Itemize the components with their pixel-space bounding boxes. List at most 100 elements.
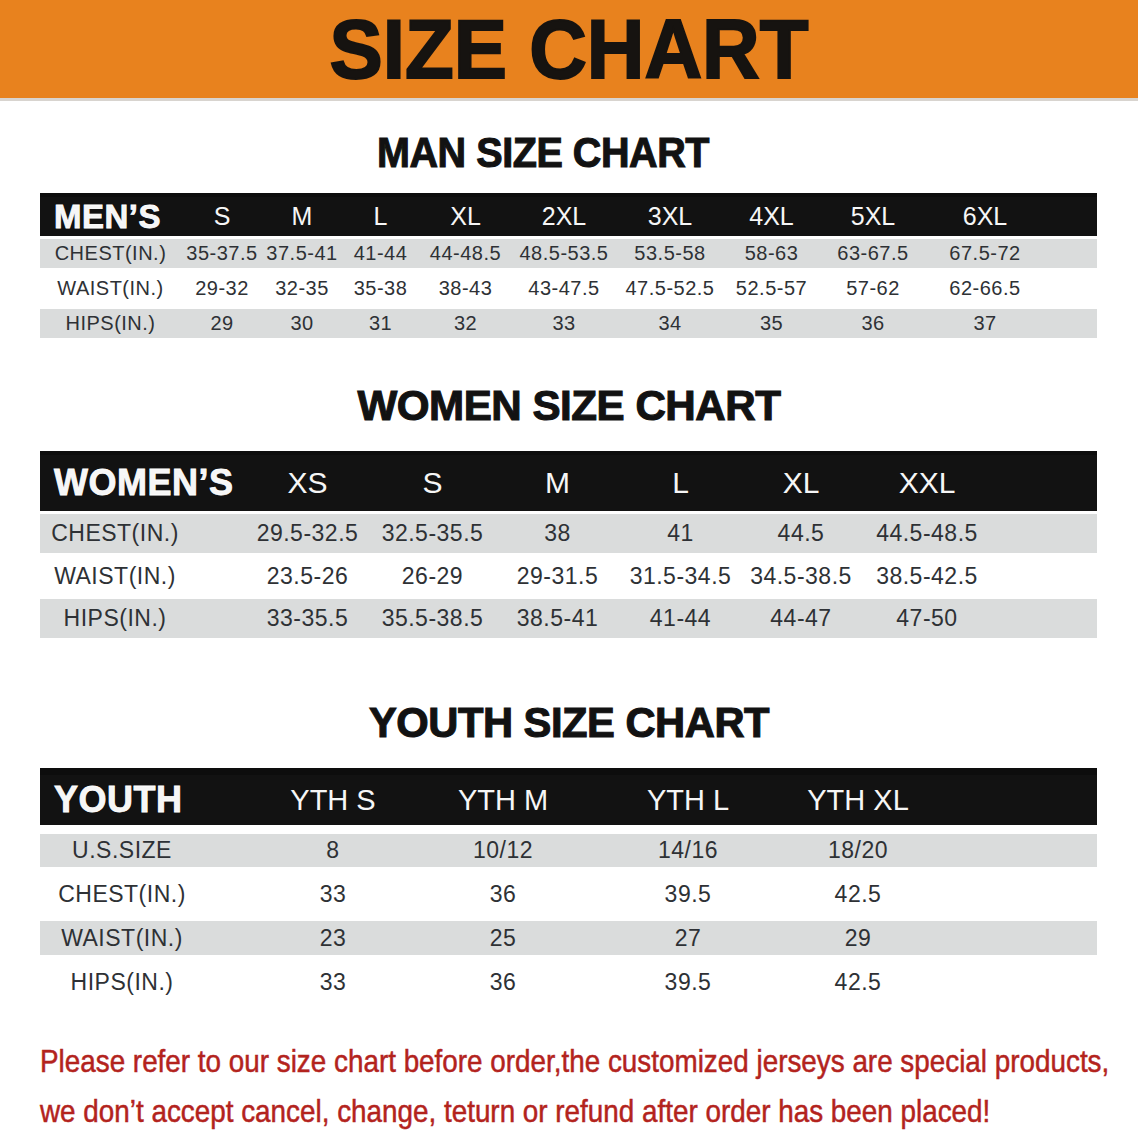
table-row-waist-in: WAIST(IN.)23.5-2626-2929-31.531.5-34.534… <box>40 553 1097 599</box>
size-value-cell: 18/20 <box>788 837 928 864</box>
footer-line-2: we don’t accept cancel, change, teturn o… <box>40 1086 1109 1132</box>
size-value-cell: 32-35 <box>263 277 341 300</box>
table-row-hips-in: HIPS(IN.)333639.542.5 <box>40 955 1097 1009</box>
size-value-cell: 39.5 <box>588 881 788 908</box>
size-value-cell: 25 <box>418 925 588 952</box>
column-header-yth-xl: YTH XL <box>788 784 928 817</box>
size-value-cell: 29.5-32.5 <box>245 520 370 547</box>
size-value-cell: 37 <box>926 312 1044 335</box>
table-row-chest-in: CHEST(IN.)333639.542.5 <box>40 867 1097 921</box>
size-value-cell: 47-50 <box>861 605 993 632</box>
size-value-cell: 44.5 <box>741 520 861 547</box>
size-value-cell: 36 <box>820 312 926 335</box>
size-value-cell: 57-62 <box>820 277 926 300</box>
column-header-l: L <box>341 202 420 231</box>
size-chart-banner: SIZE CHART <box>0 0 1138 101</box>
column-header-xl: XL <box>420 202 511 231</box>
column-header-xxl: XXL <box>861 466 993 500</box>
row-label: CHEST(IN.) <box>40 520 245 547</box>
size-value-cell: 31.5-34.5 <box>620 563 741 590</box>
size-value-cell: 35.5-38.5 <box>370 605 495 632</box>
size-value-cell: 47.5-52.5 <box>617 277 723 300</box>
size-value-cell: 62-66.5 <box>926 277 1044 300</box>
size-value-cell: 44-48.5 <box>420 242 511 265</box>
row-label: HIPS(IN.) <box>40 605 245 632</box>
size-value-cell: 35 <box>723 312 820 335</box>
women-s-size-table: WOMEN’SXSSMLXLXXLCHEST(IN.)29.5-32.532.5… <box>40 451 1097 638</box>
size-value-cell: 29 <box>788 925 928 952</box>
youth-size-table: YOUTHYTH SYTH MYTH LYTH XL U.S.SIZE810/12… <box>40 768 1097 1009</box>
column-header-3xl: 3XL <box>617 202 723 231</box>
size-value-cell: 41-44 <box>341 242 420 265</box>
size-value-cell: 10/12 <box>418 837 588 864</box>
section-heading-youth-size-chart: YOUTH SIZE CHART <box>17 698 1121 747</box>
banner-title: SIZE CHART <box>330 1 809 98</box>
section-heading-women-size-chart: WOMEN SIZE CHART <box>11 381 1126 430</box>
row-label: U.S.SIZE <box>40 837 248 864</box>
table-header-row: WOMEN’SXSSMLXLXXL <box>40 451 1097 511</box>
size-value-cell: 43-47.5 <box>511 277 617 300</box>
column-header-xs: XS <box>245 466 370 500</box>
size-value-cell: 38-43 <box>420 277 511 300</box>
table-brand-label: YOUTH <box>40 779 248 821</box>
size-value-cell: 41 <box>620 520 741 547</box>
size-value-cell: 32.5-35.5 <box>370 520 495 547</box>
size-value-cell: 33 <box>248 881 418 908</box>
row-label: CHEST(IN.) <box>40 242 181 265</box>
size-value-cell: 14/16 <box>588 837 788 864</box>
column-header-xl: XL <box>741 466 861 500</box>
row-label: WAIST(IN.) <box>40 563 245 590</box>
table-row-chest-in: CHEST(IN.)29.5-32.532.5-35.5384144.544.5… <box>40 514 1097 553</box>
size-value-cell: 44-47 <box>741 605 861 632</box>
size-value-cell: 41-44 <box>620 605 741 632</box>
size-value-cell: 26-29 <box>370 563 495 590</box>
row-label: CHEST(IN.) <box>40 881 248 908</box>
table-brand-label: WOMEN’S <box>40 462 245 504</box>
size-value-cell: 38.5-42.5 <box>861 563 993 590</box>
section-heading-man-size-chart: MAN SIZE CHART <box>20 128 1067 177</box>
size-value-cell: 35-37.5 <box>181 242 263 265</box>
size-value-cell: 35-38 <box>341 277 420 300</box>
size-value-cell: 33 <box>511 312 617 335</box>
size-value-cell: 31 <box>341 312 420 335</box>
column-header-s: S <box>370 466 495 500</box>
footer-note: Please refer to our size chart before or… <box>40 1036 1138 1132</box>
table-row-waist-in: WAIST(IN.)23252729 <box>40 921 1097 955</box>
table-header-row: MEN’SSMLXL2XL3XL4XL5XL6XL <box>40 193 1097 236</box>
size-value-cell: 34 <box>617 312 723 335</box>
size-value-cell: 48.5-53.5 <box>511 242 617 265</box>
size-value-cell: 37.5-41 <box>263 242 341 265</box>
column-header-5xl: 5XL <box>820 202 926 231</box>
row-label: WAIST(IN.) <box>40 277 181 300</box>
size-value-cell: 38.5-41 <box>495 605 620 632</box>
row-label: HIPS(IN.) <box>40 969 248 996</box>
table-row-hips-in: HIPS(IN.)293031323334353637 <box>40 309 1097 338</box>
column-header-4xl: 4XL <box>723 202 820 231</box>
size-value-cell: 36 <box>418 969 588 996</box>
table-row-u-s-size: U.S.SIZE810/1214/1618/20 <box>40 834 1097 867</box>
column-header-yth-m: YTH M <box>418 784 588 817</box>
column-header-yth-s: YTH S <box>248 784 418 817</box>
size-value-cell: 44.5-48.5 <box>861 520 993 547</box>
size-value-cell: 39.5 <box>588 969 788 996</box>
size-value-cell: 29-32 <box>181 277 263 300</box>
size-value-cell: 42.5 <box>788 881 928 908</box>
size-value-cell: 34.5-38.5 <box>741 563 861 590</box>
size-value-cell: 29 <box>181 312 263 335</box>
size-value-cell: 63-67.5 <box>820 242 926 265</box>
size-value-cell: 42.5 <box>788 969 928 996</box>
footer-line-1: Please refer to our size chart before or… <box>40 1036 1109 1086</box>
table-row-waist-in: WAIST(IN.)29-3232-3535-3838-4343-47.547.… <box>40 268 1097 309</box>
size-value-cell: 23 <box>248 925 418 952</box>
size-value-cell: 58-63 <box>723 242 820 265</box>
size-value-cell: 36 <box>418 881 588 908</box>
table-row-hips-in: HIPS(IN.)33-35.535.5-38.538.5-4141-4444-… <box>40 599 1097 638</box>
size-value-cell: 23.5-26 <box>245 563 370 590</box>
column-header-m: M <box>263 202 341 231</box>
column-header-m: M <box>495 466 620 500</box>
column-header-l: L <box>620 466 741 500</box>
column-header-6xl: 6XL <box>926 202 1044 231</box>
column-header-yth-l: YTH L <box>588 784 788 817</box>
row-label: WAIST(IN.) <box>40 925 248 952</box>
size-value-cell: 33-35.5 <box>245 605 370 632</box>
